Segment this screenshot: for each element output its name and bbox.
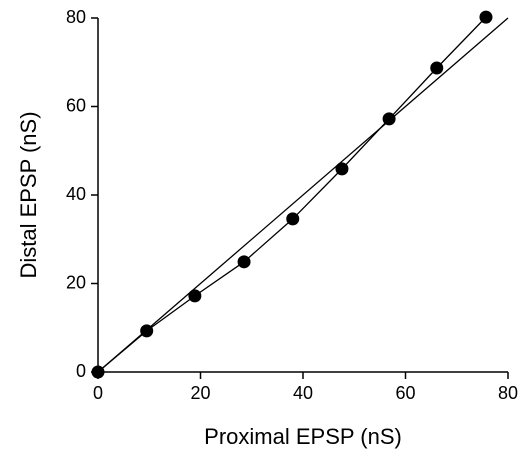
x-tick-label: 0 [93,383,103,403]
data-point [335,162,349,176]
y-tick-label: 40 [66,184,86,204]
x-tick-label: 80 [498,383,518,403]
x-tick-label: 60 [395,383,415,403]
data-point [286,212,300,226]
data-line [97,16,487,373]
y-tick-label: 20 [66,272,86,292]
y-tick-label: 80 [66,7,86,27]
x-tick-label: 20 [190,383,210,403]
data-point [430,61,444,75]
x-axis-label: Proximal EPSP (nS) [204,424,402,449]
y-axis-label: Distal EPSP (nS) [16,111,41,278]
data-point [188,289,202,303]
y-tick-label: 0 [76,361,86,381]
data-point [237,255,251,269]
data-point [382,112,396,126]
data-point [140,324,154,338]
reference-line [97,17,509,373]
data-point [91,365,105,379]
x-tick-label: 40 [293,383,313,403]
data-point [479,10,493,24]
y-tick-label: 60 [66,95,86,115]
